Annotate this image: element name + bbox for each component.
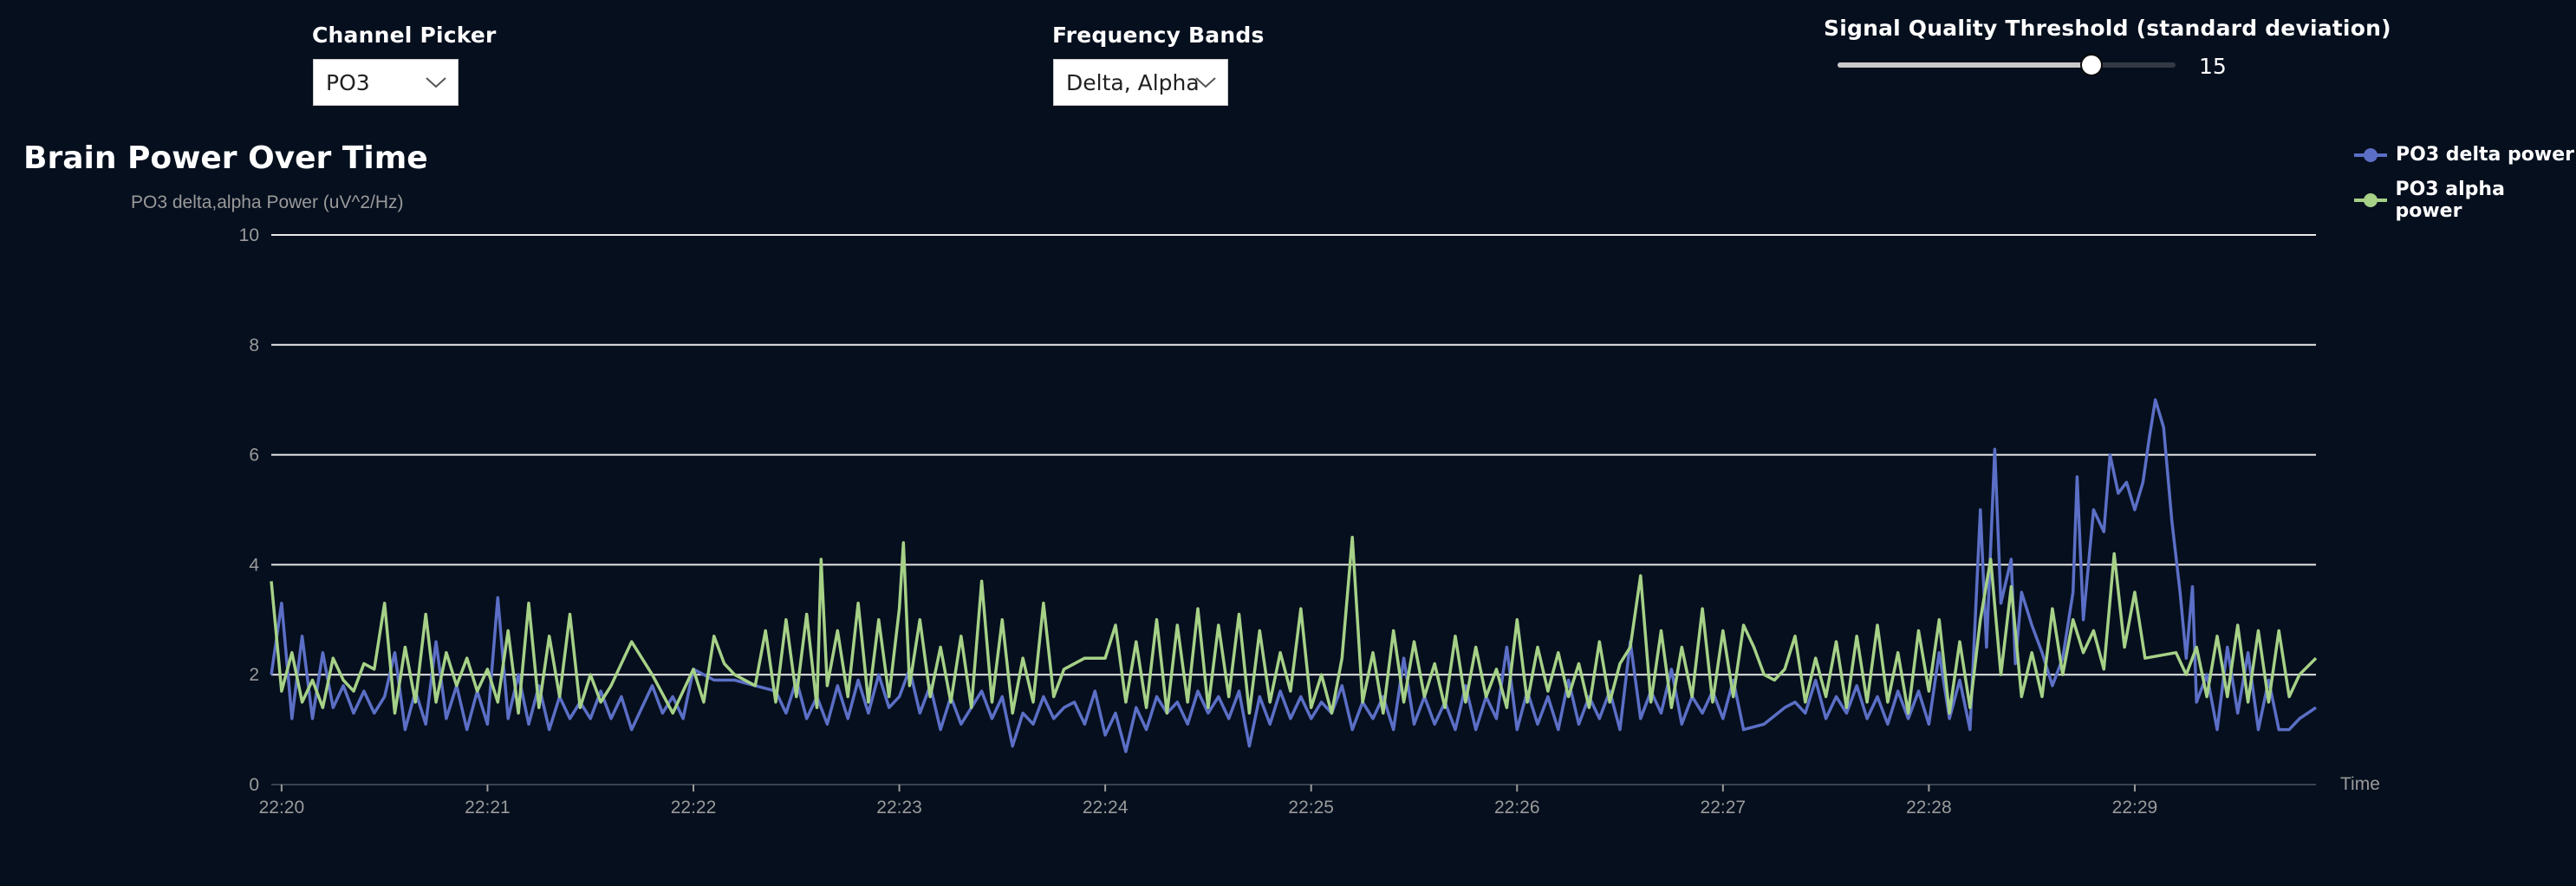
x-tick-label: 22:28 — [1906, 798, 1952, 818]
frequency-bands-select[interactable]: Delta, Alpha — [1053, 59, 1228, 106]
y-tick-label: 10 — [239, 225, 259, 245]
y-tick-label: 0 — [249, 775, 259, 795]
y-tick-label: 8 — [249, 336, 259, 355]
x-tick-labels: 22:20 22:21 22:22 22:23 22:24 22:25 22:26 22:27… — [259, 785, 2158, 818]
chart-title: Brain Power Over Time — [23, 140, 428, 176]
grid-lines — [271, 234, 2316, 785]
chevron-down-icon — [1195, 77, 1216, 88]
x-tick-label: 22:26 — [1494, 798, 1540, 818]
legend-label-delta: PO3 delta power — [2396, 144, 2574, 166]
x-tick-label: 22:23 — [876, 798, 922, 818]
channel-picker-value: PO3 — [326, 69, 370, 95]
y-tick-label: 4 — [249, 555, 259, 575]
signal-quality-slider[interactable] — [1838, 52, 2176, 78]
channel-picker-select[interactable]: PO3 — [313, 59, 459, 106]
series-line-delta — [270, 398, 2317, 753]
series-line-alpha — [270, 535, 2318, 715]
y-axis-label: PO3 delta,alpha Power (uV^2/Hz) — [131, 192, 404, 212]
legend-label-alpha: PO3 alpha power — [2395, 179, 2505, 222]
series-lines — [270, 398, 2318, 753]
legend-swatch-alpha — [2354, 193, 2387, 207]
x-axis-label: Time — [2340, 774, 2380, 794]
signal-quality-label: Signal Quality Threshold (standard devia… — [1824, 16, 2391, 41]
legend-item-delta[interactable]: PO3 delta power — [2352, 144, 2574, 166]
x-tick-label: 22:27 — [1701, 798, 1747, 818]
x-tick-label: 22:24 — [1083, 798, 1129, 818]
x-tick-label: 22:29 — [2112, 798, 2158, 818]
y-tick-labels: 0 2 4 6 8 10 — [239, 225, 260, 795]
signal-quality-value: 15 — [2199, 54, 2227, 79]
y-tick-label: 6 — [249, 446, 259, 466]
x-tick-label: 22:22 — [671, 798, 717, 818]
legend-item-alpha[interactable]: PO3 alpha power — [2352, 179, 2576, 222]
channel-picker-label: Channel Picker — [312, 23, 497, 48]
chevron-down-icon — [426, 77, 446, 88]
y-tick-label: 2 — [249, 665, 259, 685]
legend-swatch-delta — [2354, 147, 2387, 162]
slider-fill — [1838, 62, 2091, 68]
frequency-bands-value: Delta, Alpha — [1066, 69, 1200, 95]
x-tick-label: 22:20 — [259, 798, 305, 818]
x-tick-label: 22:25 — [1288, 798, 1334, 818]
slider-thumb[interactable] — [2079, 54, 2103, 76]
frequency-bands-label: Frequency Bands — [1052, 23, 1265, 48]
x-tick-label: 22:21 — [465, 798, 511, 818]
